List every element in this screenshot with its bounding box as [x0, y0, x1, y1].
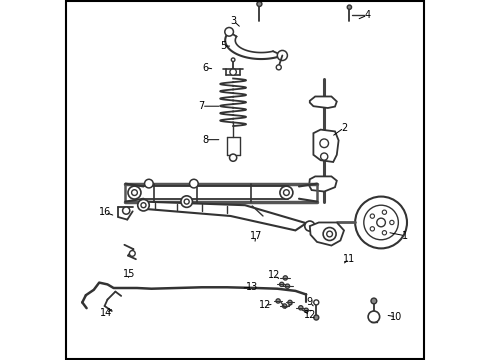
Circle shape — [370, 214, 374, 218]
Circle shape — [382, 210, 387, 214]
Circle shape — [276, 65, 281, 70]
Circle shape — [181, 196, 193, 207]
Circle shape — [368, 311, 380, 323]
Text: 4: 4 — [365, 10, 370, 20]
Circle shape — [390, 220, 394, 225]
Circle shape — [190, 179, 198, 188]
Circle shape — [129, 251, 135, 256]
Circle shape — [282, 304, 287, 308]
Circle shape — [382, 231, 387, 235]
Text: 9: 9 — [307, 297, 313, 307]
Text: 11: 11 — [343, 254, 356, 264]
Text: 6: 6 — [202, 63, 208, 73]
Circle shape — [128, 186, 141, 199]
Circle shape — [145, 179, 153, 188]
Text: 10: 10 — [390, 312, 402, 322]
Circle shape — [231, 58, 235, 62]
Text: 12: 12 — [304, 310, 316, 320]
Text: 7: 7 — [198, 101, 205, 111]
Circle shape — [122, 207, 130, 214]
Circle shape — [138, 199, 149, 211]
Text: 12: 12 — [259, 300, 271, 310]
Circle shape — [371, 298, 377, 304]
Text: 8: 8 — [202, 135, 208, 145]
Text: 13: 13 — [246, 282, 258, 292]
Circle shape — [257, 1, 262, 6]
Circle shape — [364, 205, 398, 240]
Text: 17: 17 — [249, 231, 262, 241]
Circle shape — [276, 299, 280, 303]
Polygon shape — [309, 176, 337, 192]
Circle shape — [288, 300, 292, 305]
Circle shape — [225, 27, 233, 36]
Text: 3: 3 — [230, 16, 237, 26]
Circle shape — [314, 315, 319, 320]
Polygon shape — [144, 202, 306, 230]
Circle shape — [280, 186, 293, 199]
Circle shape — [284, 190, 289, 195]
Circle shape — [298, 306, 303, 310]
Circle shape — [304, 308, 308, 312]
Circle shape — [347, 5, 351, 9]
Text: 16: 16 — [99, 207, 111, 217]
Circle shape — [283, 276, 288, 280]
Circle shape — [285, 284, 290, 288]
Polygon shape — [314, 130, 339, 162]
Circle shape — [305, 221, 315, 231]
Circle shape — [323, 228, 336, 240]
Polygon shape — [310, 96, 337, 108]
Text: 1: 1 — [402, 231, 408, 241]
Text: 15: 15 — [123, 269, 135, 279]
Circle shape — [184, 199, 189, 204]
Circle shape — [314, 300, 319, 305]
Circle shape — [377, 218, 386, 227]
Circle shape — [320, 139, 328, 148]
Circle shape — [229, 154, 237, 161]
Text: 5: 5 — [220, 41, 226, 51]
Circle shape — [230, 69, 236, 75]
Text: 14: 14 — [100, 308, 113, 318]
Circle shape — [320, 153, 328, 160]
Circle shape — [327, 231, 333, 237]
Circle shape — [370, 227, 374, 231]
Polygon shape — [310, 222, 344, 246]
Circle shape — [132, 190, 137, 195]
Circle shape — [355, 197, 407, 248]
Text: 2: 2 — [341, 123, 347, 133]
Text: 12: 12 — [269, 270, 281, 280]
Circle shape — [277, 50, 288, 60]
Circle shape — [141, 203, 146, 208]
Circle shape — [280, 282, 284, 287]
